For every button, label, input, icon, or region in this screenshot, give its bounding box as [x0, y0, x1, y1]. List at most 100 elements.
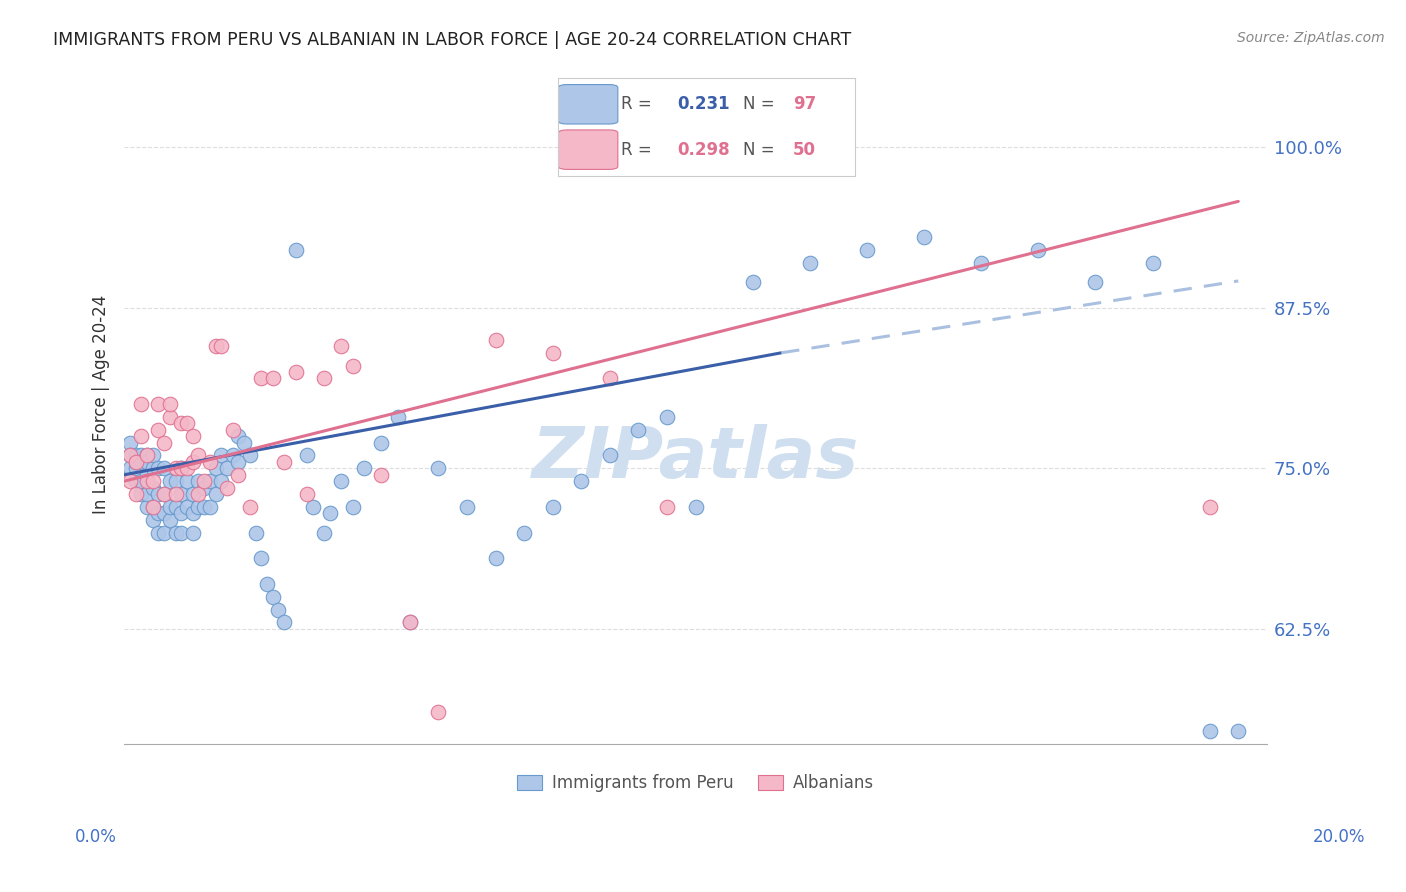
Point	[599, 371, 621, 385]
Point	[153, 506, 176, 520]
Point	[176, 461, 198, 475]
Point	[118, 449, 141, 463]
Point	[314, 525, 336, 540]
Point	[209, 449, 232, 463]
Point	[273, 615, 295, 630]
Point	[153, 461, 176, 475]
Point	[856, 243, 879, 257]
Point	[131, 474, 153, 488]
Point	[284, 365, 307, 379]
Point	[262, 590, 284, 604]
Point	[627, 423, 650, 437]
Text: ZIPatlas: ZIPatlas	[531, 424, 859, 493]
Point	[741, 275, 763, 289]
Point	[541, 346, 564, 360]
Point	[970, 256, 993, 270]
Point	[198, 474, 221, 488]
Point	[330, 474, 353, 488]
Point	[484, 333, 506, 347]
Point	[204, 487, 226, 501]
Point	[204, 339, 226, 353]
Point	[170, 461, 193, 475]
Point	[250, 551, 273, 566]
Point	[187, 449, 209, 463]
Point	[228, 429, 250, 443]
Text: 20.0%: 20.0%	[1312, 828, 1365, 846]
Point	[198, 455, 221, 469]
Point	[215, 461, 238, 475]
Point	[153, 525, 176, 540]
Point	[222, 423, 245, 437]
Text: Source: ZipAtlas.com: Source: ZipAtlas.com	[1237, 31, 1385, 45]
Point	[181, 455, 204, 469]
Point	[215, 481, 238, 495]
Point	[170, 525, 193, 540]
Point	[239, 500, 262, 514]
Point	[159, 397, 181, 411]
Point	[118, 449, 141, 463]
Point	[330, 339, 353, 353]
Text: 0.0%: 0.0%	[75, 828, 117, 846]
Point	[181, 487, 204, 501]
Point	[193, 474, 215, 488]
Point	[170, 461, 193, 475]
Point	[284, 243, 307, 257]
Point	[685, 500, 707, 514]
Y-axis label: In Labor Force | Age 20-24: In Labor Force | Age 20-24	[93, 294, 110, 514]
Point	[124, 449, 146, 463]
Point	[124, 455, 146, 469]
Point	[165, 500, 187, 514]
Point	[484, 551, 506, 566]
Point	[153, 435, 176, 450]
Point	[148, 525, 170, 540]
Point	[159, 500, 181, 514]
Point	[165, 474, 187, 488]
Point	[131, 455, 153, 469]
Text: IMMIGRANTS FROM PERU VS ALBANIAN IN LABOR FORCE | AGE 20-24 CORRELATION CHART: IMMIGRANTS FROM PERU VS ALBANIAN IN LABO…	[53, 31, 852, 49]
Point	[239, 449, 262, 463]
Point	[136, 455, 159, 469]
Point	[193, 500, 215, 514]
Point	[193, 481, 215, 495]
Point	[142, 449, 165, 463]
Point	[181, 506, 204, 520]
Point	[301, 500, 323, 514]
Point	[131, 429, 153, 443]
Point	[655, 409, 678, 424]
Point	[228, 467, 250, 482]
Point	[131, 487, 153, 501]
Point	[314, 371, 336, 385]
Point	[245, 525, 267, 540]
Point	[142, 474, 165, 488]
Point	[198, 500, 221, 514]
Point	[399, 615, 422, 630]
Legend: Immigrants from Peru, Albanians: Immigrants from Peru, Albanians	[509, 766, 883, 800]
Point	[148, 461, 170, 475]
Point	[148, 506, 170, 520]
Point	[136, 467, 159, 482]
Point	[153, 487, 176, 501]
Point	[142, 461, 165, 475]
Point	[799, 256, 821, 270]
Point	[295, 449, 318, 463]
Point	[262, 371, 284, 385]
Point	[370, 467, 392, 482]
Point	[148, 423, 170, 437]
Point	[136, 474, 159, 488]
Point	[148, 397, 170, 411]
Point	[370, 435, 392, 450]
Point	[170, 506, 193, 520]
Point	[250, 371, 273, 385]
Point	[136, 487, 159, 501]
Point	[131, 397, 153, 411]
Point	[165, 487, 187, 501]
Point	[118, 435, 141, 450]
Point	[912, 230, 935, 244]
Point	[136, 500, 159, 514]
Point	[131, 449, 153, 463]
Point	[209, 474, 232, 488]
Point	[124, 474, 146, 488]
Point	[222, 449, 245, 463]
Point	[124, 461, 146, 475]
Point	[159, 409, 181, 424]
